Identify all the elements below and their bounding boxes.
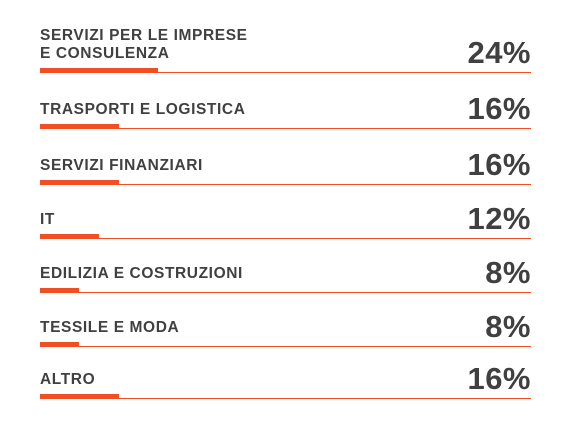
value-label: 8% [485, 309, 531, 344]
value-label: 16% [467, 91, 531, 126]
baseline-rule [40, 397, 531, 399]
baseline-rule [40, 183, 531, 185]
bar [40, 342, 80, 347]
category-label: TRASPORTI E LOGISTICA [40, 101, 246, 118]
category-label: SERVIZI FINANZIARI [40, 157, 203, 174]
value-label: 16% [467, 147, 531, 182]
chart-row: SERVIZI FINANZIARI 16% [40, 125, 531, 185]
chart-row: EDILIZIA E COSTRUZIONI 8% [40, 233, 531, 293]
bar [40, 180, 119, 185]
chart-row: SERVIZI PER LE IMPRESE E CONSULENZA 24% [40, 13, 531, 73]
chart-row: TESSILE E MODA 8% [40, 287, 531, 347]
value-label: 12% [467, 201, 531, 236]
chart-row: TRASPORTI E LOGISTICA 16% [40, 69, 531, 129]
value-label: 24% [467, 35, 531, 70]
bar [40, 68, 158, 73]
baseline-rule [40, 127, 531, 129]
category-label: TESSILE E MODA [40, 319, 180, 336]
bar [40, 234, 99, 239]
category-label: ALTRO [40, 371, 96, 388]
bar [40, 288, 80, 293]
value-label: 8% [485, 255, 531, 290]
baseline-rule [40, 71, 531, 73]
chart-row: ALTRO 16% [40, 339, 531, 399]
baseline-rule [40, 345, 531, 347]
category-label: EDILIZIA E COSTRUZIONI [40, 265, 243, 282]
baseline-rule [40, 237, 531, 239]
value-label: 16% [467, 361, 531, 396]
bar [40, 124, 119, 129]
bar [40, 394, 119, 399]
category-label: IT [40, 211, 55, 228]
category-label: SERVIZI PER LE IMPRESE E CONSULENZA [40, 27, 248, 62]
chart-row: IT 12% [40, 179, 531, 239]
baseline-rule [40, 291, 531, 293]
